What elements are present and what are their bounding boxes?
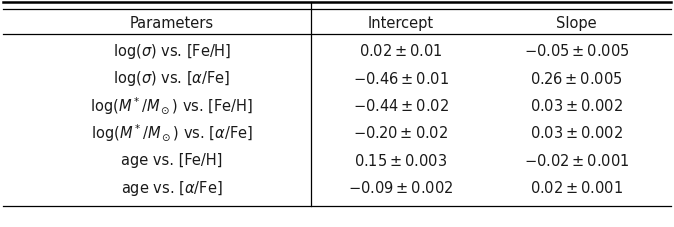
Text: $\log(M^*/M_\odot)$ vs. $[\alpha/\mathrm{Fe}]$: $\log(M^*/M_\odot)$ vs. $[\alpha/\mathrm… xyxy=(91,122,253,143)
Text: $-0.46 \pm 0.01$: $-0.46 \pm 0.01$ xyxy=(353,70,449,86)
Text: $\log(M^*/M_\odot)$ vs. [Fe/H]: $\log(M^*/M_\odot)$ vs. [Fe/H] xyxy=(90,95,253,116)
Text: Slope: Slope xyxy=(556,16,596,31)
Text: age vs. $[\alpha/\mathrm{Fe}]$: age vs. $[\alpha/\mathrm{Fe}]$ xyxy=(121,178,222,197)
Text: $0.15 \pm 0.003$: $0.15 \pm 0.003$ xyxy=(355,152,448,168)
Text: Parameters: Parameters xyxy=(130,16,214,31)
Text: age vs. [Fe/H]: age vs. [Fe/H] xyxy=(121,153,222,168)
Text: $-0.09 \pm 0.002$: $-0.09 \pm 0.002$ xyxy=(348,179,454,195)
Text: $0.03 \pm 0.002$: $0.03 \pm 0.002$ xyxy=(530,125,623,141)
Text: $\log(\sigma)$ vs. $[\alpha/\mathrm{Fe}]$: $\log(\sigma)$ vs. $[\alpha/\mathrm{Fe}]… xyxy=(113,69,231,88)
Text: $0.02 \pm 0.001$: $0.02 \pm 0.001$ xyxy=(530,179,623,195)
Text: $-0.44 \pm 0.02$: $-0.44 \pm 0.02$ xyxy=(353,98,449,114)
Text: Intercept: Intercept xyxy=(368,16,434,31)
Text: $\log(\sigma)$ vs. [Fe/H]: $\log(\sigma)$ vs. [Fe/H] xyxy=(113,42,231,61)
Text: $0.02 \pm 0.01$: $0.02 \pm 0.01$ xyxy=(359,43,443,59)
Text: $0.03 \pm 0.002$: $0.03 \pm 0.002$ xyxy=(530,98,623,114)
Text: $-0.20 \pm 0.02$: $-0.20 \pm 0.02$ xyxy=(353,125,449,141)
Text: $0.26 \pm 0.005$: $0.26 \pm 0.005$ xyxy=(530,70,623,86)
Text: $-0.02 \pm 0.001$: $-0.02 \pm 0.001$ xyxy=(524,152,629,168)
Text: $-0.05 \pm 0.005$: $-0.05 \pm 0.005$ xyxy=(524,43,629,59)
